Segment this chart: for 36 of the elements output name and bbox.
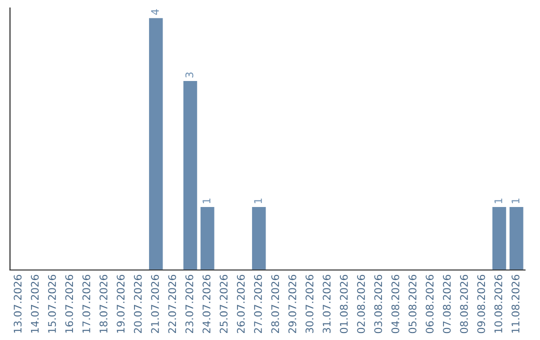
- x-tick-label: 09.08.2026: [477, 274, 486, 334]
- x-tick-label: 16.07.2026: [65, 274, 74, 333]
- x-tick-label: 07.08.2026: [442, 274, 451, 334]
- data-label: 3: [185, 72, 194, 78]
- x-tick-label: 01.08.2026: [340, 274, 348, 334]
- x-tick-label: 15.07.2026: [48, 274, 56, 333]
- x-tick-label: 04.08.2026: [391, 274, 400, 334]
- data-label: 1: [202, 198, 210, 204]
- x-tick-label: 19.07.2026: [116, 274, 125, 333]
- x-tick-label: 02.08.2026: [357, 274, 365, 334]
- data-label: 1: [494, 198, 502, 204]
- x-tick-label: 24.07.2026: [202, 274, 210, 334]
- x-tick-label: 14.07.2026: [30, 274, 39, 333]
- x-tick-label: 25.07.2026: [220, 274, 228, 334]
- x-tick-label: 10.08.2026: [494, 274, 502, 333]
- x-tick-label: 29.07.2026: [288, 274, 296, 334]
- x-tick-label: 21.07.2026: [151, 274, 159, 334]
- x-tick-label: 20.07.2026: [134, 274, 142, 334]
- data-label: 1: [254, 198, 262, 204]
- x-tick-label: 11.08.2026: [512, 274, 520, 333]
- x-tick-label: 17.07.2026: [82, 274, 90, 333]
- x-tick-label: 30.07.2026: [306, 274, 314, 334]
- x-tick-label: 05.08.2026: [408, 274, 416, 334]
- x-tick-label: 13.07.2026: [14, 274, 22, 333]
- x-tick-label: 22.07.2026: [168, 274, 176, 334]
- x-tick-label: 31.07.2026: [322, 274, 331, 334]
- data-label: 4: [151, 9, 159, 15]
- x-tick-label: 18.07.2026: [100, 274, 108, 333]
- x-tick-label: 06.08.2026: [426, 274, 434, 334]
- x-tick-label: 27.07.2026: [254, 274, 262, 334]
- data-label: 1: [512, 198, 520, 204]
- x-tick-label: 28.07.2026: [271, 274, 280, 334]
- x-tick-label: 26.07.2026: [236, 274, 245, 334]
- x-tick-label: 23.07.2026: [185, 274, 194, 334]
- x-tick-label: 03.08.2026: [374, 274, 382, 334]
- x-tick-label: 08.08.2026: [460, 274, 468, 334]
